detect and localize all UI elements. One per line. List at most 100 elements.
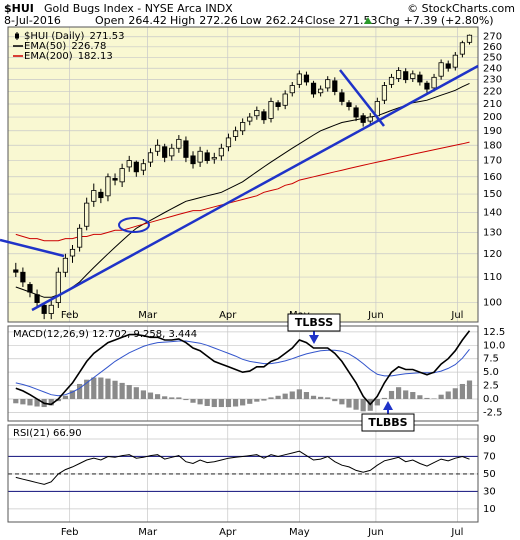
candle-body xyxy=(147,152,154,163)
y-tick-label: 240 xyxy=(483,63,502,74)
y-tick-label: 120 xyxy=(483,249,502,260)
histogram-bar xyxy=(105,378,111,399)
legend-entry: EMA(200) 182.13 xyxy=(24,51,113,62)
x-tick-label: Jul xyxy=(450,310,463,321)
panel-border xyxy=(7,424,479,523)
trendline xyxy=(31,64,479,312)
histogram-bar xyxy=(232,398,239,407)
candle-body xyxy=(438,62,444,77)
macd-line xyxy=(15,330,471,406)
rsi-line xyxy=(15,450,470,485)
histogram-bar xyxy=(190,398,196,403)
x-tick-label: Apr xyxy=(219,527,237,538)
candle-body xyxy=(240,122,246,132)
histogram-bar xyxy=(126,385,132,399)
histogram-bar xyxy=(282,393,288,399)
candle-body xyxy=(346,102,352,107)
x-tick-label: Feb xyxy=(61,527,79,538)
histogram-bar xyxy=(98,377,104,399)
candle-body xyxy=(41,304,47,314)
histogram-bar xyxy=(360,398,366,412)
legend-name: $HUI (Daily) xyxy=(24,31,85,42)
histogram-bar xyxy=(289,391,295,399)
y-tick-label: 30 xyxy=(483,486,496,497)
quote-item: Open 264.42 xyxy=(95,14,167,27)
histogram-bar xyxy=(211,398,217,408)
candle-body xyxy=(247,116,253,122)
legend-value: 182.13 xyxy=(78,51,113,62)
y-tick-label: 220 xyxy=(483,87,502,98)
candle-body xyxy=(62,257,69,273)
histogram-bar xyxy=(431,398,437,399)
quote-item: Low 262.24 xyxy=(240,14,304,27)
legend: MACD(12,26,9) 12.702, 9.258, 3.444 xyxy=(13,329,197,340)
y-tick-label: 230 xyxy=(483,75,502,86)
histogram-bar xyxy=(261,398,267,401)
candle-body xyxy=(48,304,54,314)
histogram-bar xyxy=(48,398,54,406)
histogram-bar xyxy=(13,398,19,404)
histogram-bar xyxy=(403,390,409,399)
histogram-bar xyxy=(91,377,97,399)
histogram-bar xyxy=(55,398,61,402)
candle-body xyxy=(403,71,409,81)
x-tick-label: Apr xyxy=(219,310,237,321)
candle-body xyxy=(381,85,388,101)
panels: 1001101201301401501601701801902002102202… xyxy=(7,26,505,538)
histogram-bar xyxy=(183,398,189,401)
histogram-bar xyxy=(417,395,423,399)
annotations: TLBSS TLBBS xyxy=(0,64,479,432)
candle-body xyxy=(459,42,466,55)
arrow xyxy=(309,335,319,344)
histogram-bar xyxy=(133,387,139,399)
legend-entry: EMA(50) 226.78 xyxy=(24,41,106,52)
y-tick-label: 170 xyxy=(483,156,502,167)
candle-body xyxy=(310,82,317,95)
y-tick-label: 90 xyxy=(483,434,496,445)
histogram-bar xyxy=(176,397,182,399)
histogram-bar xyxy=(162,396,168,399)
candle-body xyxy=(303,74,310,83)
y-tick-label: -2.5 xyxy=(483,407,503,418)
candle-body xyxy=(204,152,210,161)
candle-body xyxy=(367,116,373,122)
candle-body xyxy=(410,73,416,79)
legend-value: 271.53 xyxy=(89,31,124,42)
candle-body xyxy=(84,202,90,227)
candle-body xyxy=(112,178,118,181)
candle-body xyxy=(69,248,76,257)
legend: RSI(21) 66.90 xyxy=(13,428,82,439)
panel-background xyxy=(8,425,478,522)
candle-body xyxy=(289,85,295,94)
quote-item: Chg +7.39 (+2.80%) xyxy=(378,14,494,27)
quote-value: 262.24 xyxy=(266,14,305,27)
y-tick-label: 12.5 xyxy=(483,327,505,338)
candle-body xyxy=(98,191,104,199)
candle-body xyxy=(275,102,281,107)
candle-body xyxy=(225,137,232,148)
y-tick-label: 200 xyxy=(483,112,502,123)
candle-body xyxy=(325,79,331,89)
y-tick-label: 160 xyxy=(483,172,502,183)
legend-icon xyxy=(15,33,19,39)
trendline xyxy=(0,238,65,258)
x-tick-label: May xyxy=(289,527,310,538)
annotation-box xyxy=(361,413,415,432)
x-tick-label: Mar xyxy=(138,527,158,538)
y-tick-label: 210 xyxy=(483,99,502,110)
histogram-bar xyxy=(225,398,232,408)
y-tick-label: 50 xyxy=(483,469,496,480)
legend-entry: $HUI (Daily) 271.53 xyxy=(24,31,124,42)
y-tick-label: 190 xyxy=(483,126,502,137)
histogram-bar xyxy=(466,380,473,399)
quote-value: 271.53 xyxy=(339,14,378,27)
candle-body xyxy=(396,70,402,79)
candle-body xyxy=(133,161,139,173)
histogram-bar xyxy=(247,398,253,404)
candle-body xyxy=(140,163,146,171)
panel-border xyxy=(7,325,479,422)
x-tick-label: Feb xyxy=(61,310,79,321)
histogram-bar xyxy=(396,387,402,399)
